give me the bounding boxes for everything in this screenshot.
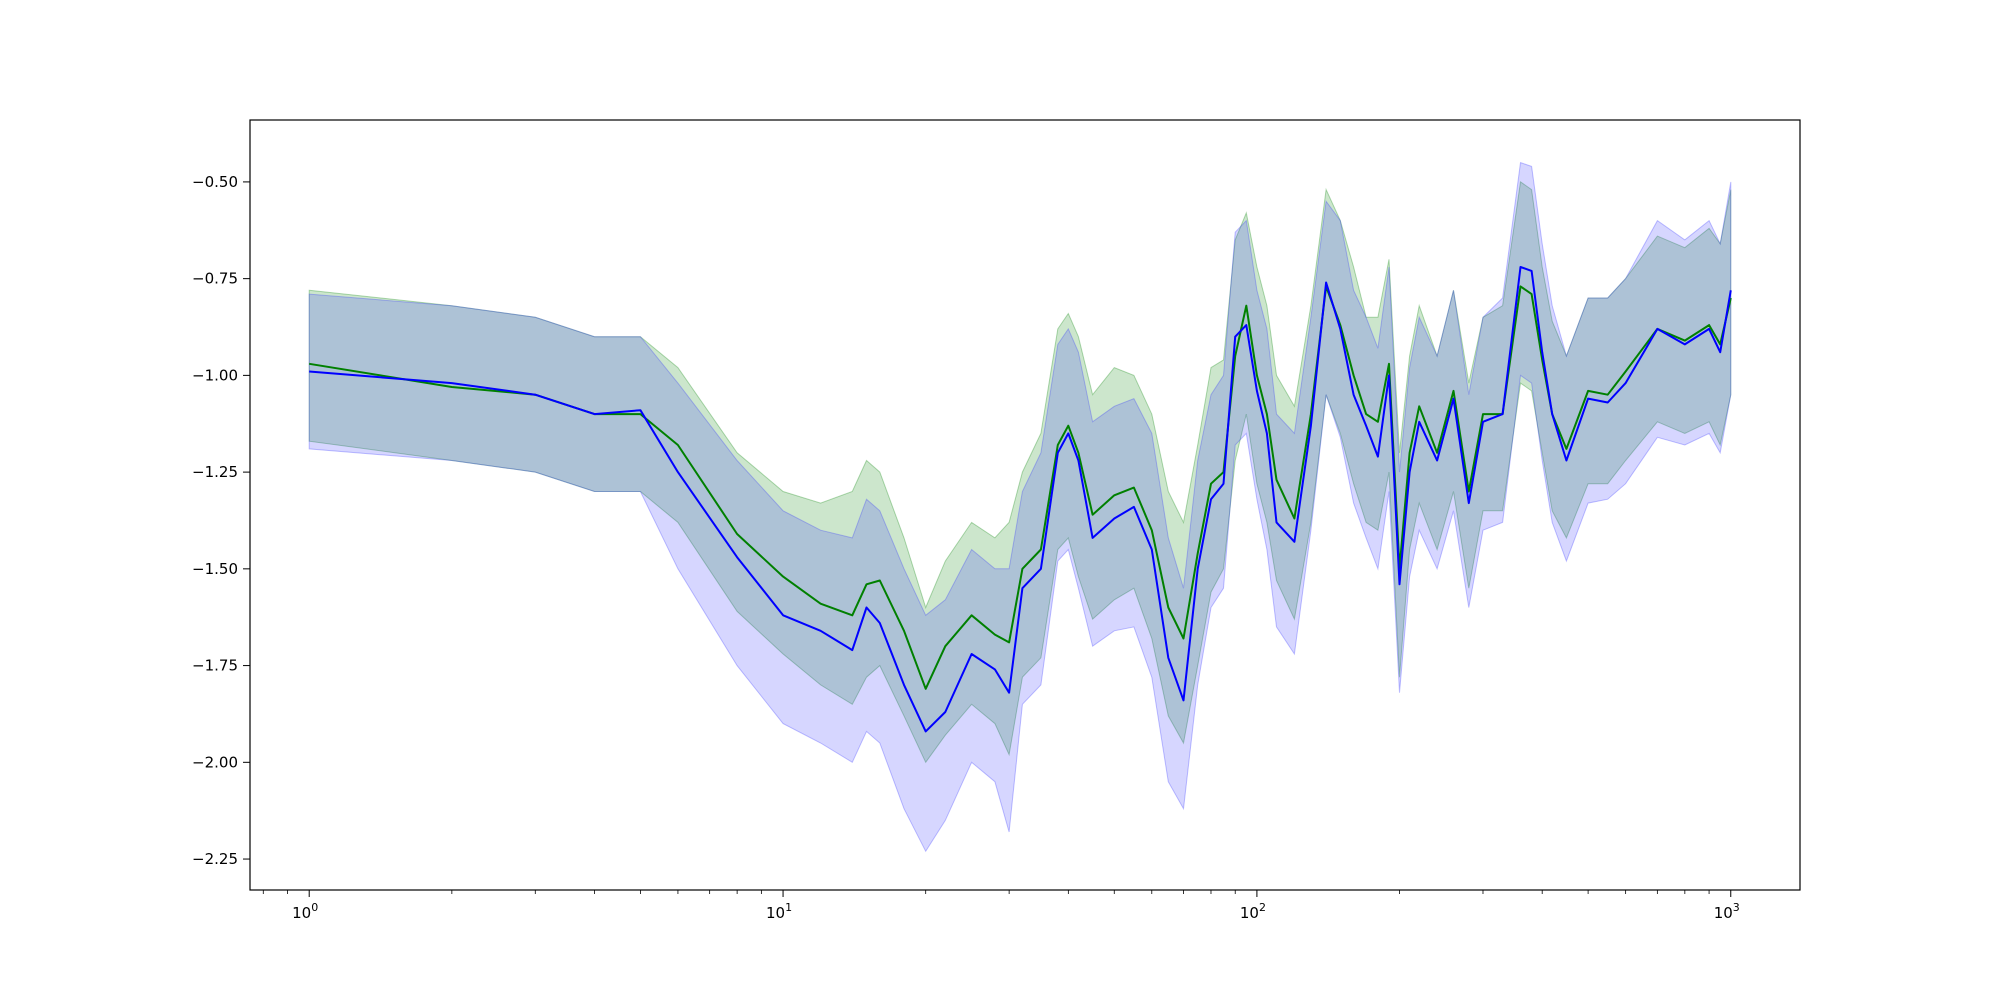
y-tick-label: −0.50	[192, 173, 238, 191]
x-tick-label: 102	[1240, 901, 1266, 922]
y-tick-label: −1.75	[192, 657, 238, 675]
series-line-1	[309, 266, 1732, 733]
y-axis: −0.50 −0.75 −1.00 −1.25 −1.50 −1.75 −2.00 −2.25	[192, 173, 250, 868]
confidence-bands	[308, 161, 1732, 853]
y-tick-label: −1.00	[192, 366, 238, 384]
x-tick-label: 101	[766, 901, 792, 922]
series-lines	[309, 266, 1732, 733]
x-tick-label: 100	[292, 901, 318, 922]
plot-area-frame	[249, 119, 1801, 891]
x-axis: 100 101 102 103	[262, 890, 1740, 922]
y-tick-label: −0.75	[192, 270, 238, 288]
x-tick-label: 103	[1714, 901, 1740, 922]
y-tick-label: −1.50	[192, 560, 238, 578]
confidence-band-0	[308, 181, 1732, 764]
y-tick-label: −2.25	[192, 850, 238, 868]
y-tick-label: −1.25	[192, 463, 238, 481]
y-tick-label: −2.00	[192, 753, 238, 771]
confidence-band-1	[308, 161, 1732, 853]
